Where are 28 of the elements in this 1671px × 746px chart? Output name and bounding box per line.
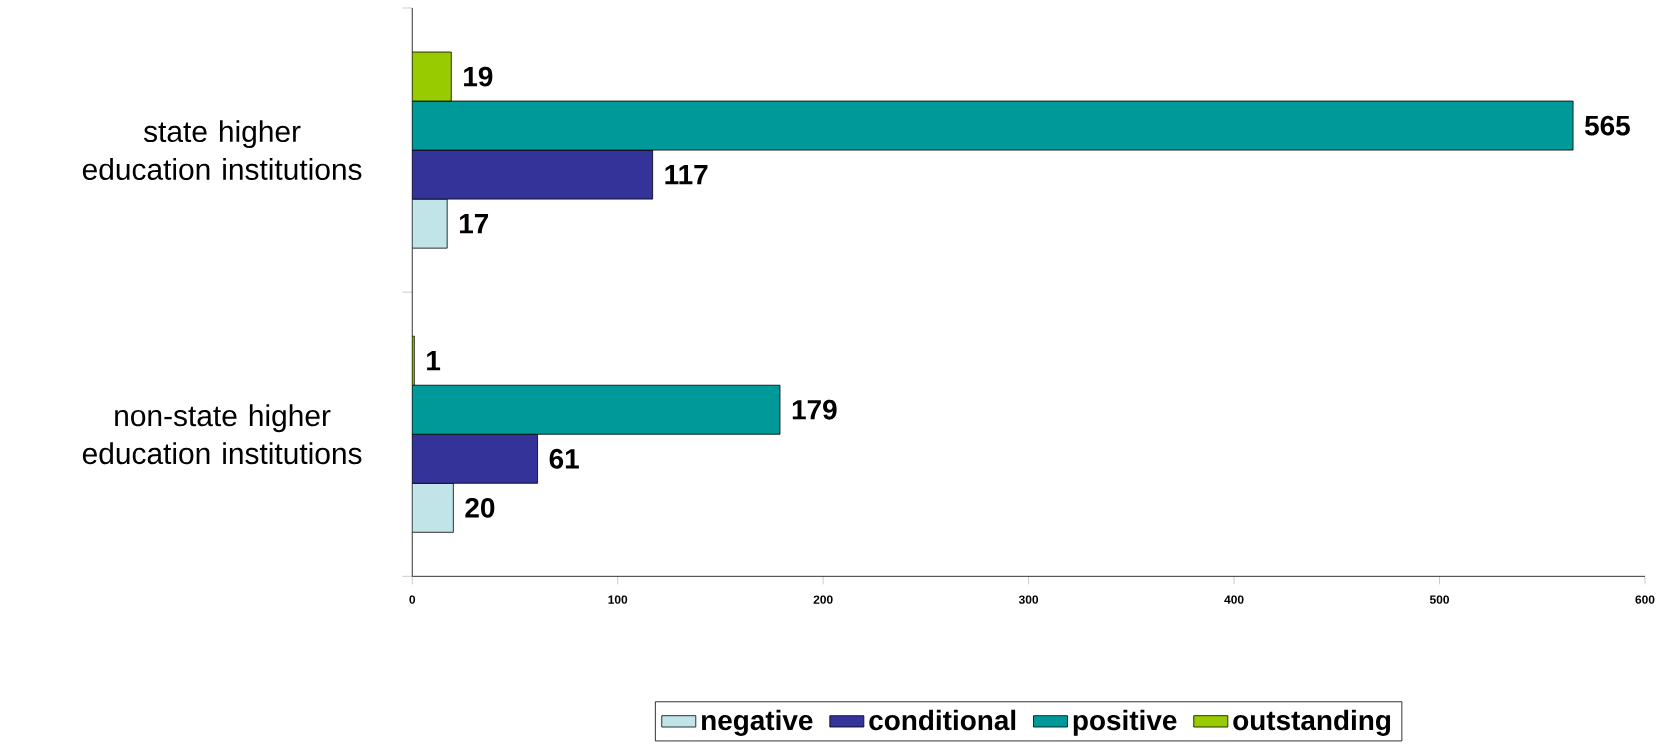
x-tick-label: 200 xyxy=(813,595,833,604)
bar xyxy=(412,482,454,533)
bar xyxy=(412,198,448,249)
data-label: 17 xyxy=(459,213,489,234)
legend-label: outstanding xyxy=(1233,709,1391,736)
data-label: 19 xyxy=(464,66,493,87)
bar xyxy=(412,149,654,200)
x-tick-label: 300 xyxy=(1018,595,1039,604)
x-tick-label: 500 xyxy=(1429,595,1449,604)
x-tick-label: 100 xyxy=(608,595,628,604)
bar xyxy=(412,51,452,102)
data-label: 1 xyxy=(427,350,441,371)
bar xyxy=(412,100,1574,151)
x-tick-label: 600 xyxy=(1635,595,1655,604)
x-tick-label: 400 xyxy=(1224,595,1244,604)
y-tick-label: state higher education institutions xyxy=(82,119,362,180)
legend-label: negative xyxy=(702,709,813,736)
legend-label: positive xyxy=(1073,709,1177,736)
legend-label: conditional xyxy=(869,709,1016,731)
x-tick-label: 0 xyxy=(409,595,416,604)
bar xyxy=(412,433,538,484)
y-tick-label: non-state higher education institutions xyxy=(82,404,362,464)
data-label: 117 xyxy=(665,164,708,184)
data-label: 61 xyxy=(549,448,579,469)
data-label: 20 xyxy=(465,497,495,518)
data-label: 565 xyxy=(1584,115,1630,136)
bar xyxy=(412,384,781,435)
data-label: 179 xyxy=(792,399,837,420)
